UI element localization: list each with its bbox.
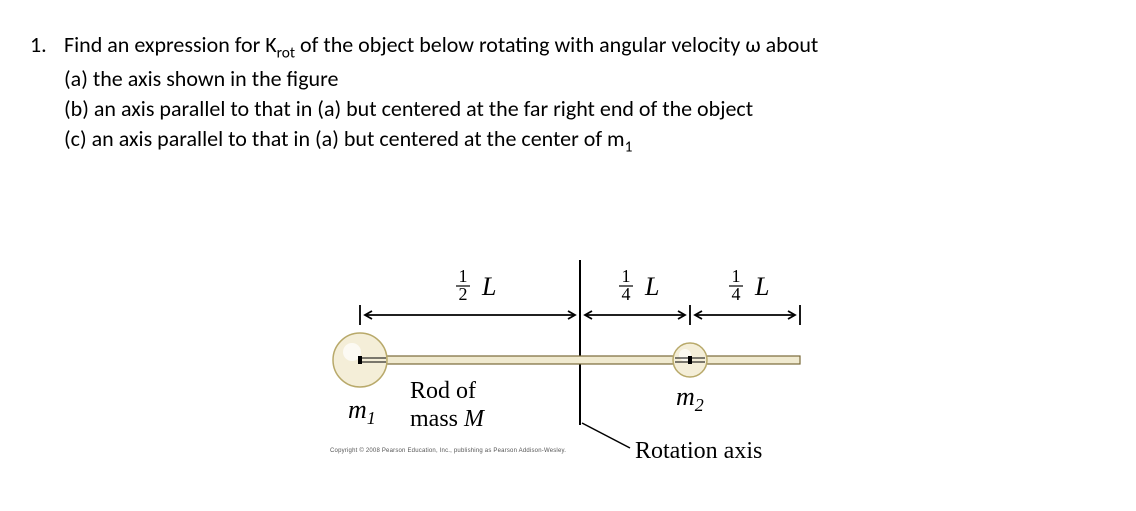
label-m1: m1 — [348, 395, 376, 428]
problem-part-b: (b) an axis parallel to that in (a) but … — [64, 94, 1106, 124]
problem-block: 1. Find an expression for Krot of the ob… — [30, 30, 1106, 158]
label-quarter-L-1: 1 4 L — [619, 266, 659, 304]
problem-body: Find an expression for Krot of the objec… — [64, 30, 1106, 158]
frac-num: 1 — [459, 266, 468, 286]
rod-label-bot: mass M — [410, 406, 486, 432]
problem-part-a: (a) the axis shown in the figure — [64, 64, 1106, 94]
frac-num: 1 — [732, 266, 741, 286]
problem-stem: Find an expression for Krot of the objec… — [64, 30, 1106, 64]
frac-den: 4 — [732, 284, 741, 304]
rotation-axis-pointer — [582, 423, 630, 448]
label-half-L: 1 2 L — [456, 266, 496, 304]
label-quarter-L-2: 1 4 L — [729, 266, 769, 304]
copyright-text: Copyright © 2008 Pearson Education, Inc.… — [330, 448, 566, 454]
rod — [380, 356, 800, 364]
problem-part-c: (c) an axis parallel to that in (a) but … — [64, 124, 1106, 158]
frac-den: 4 — [622, 284, 631, 304]
frac-var: L — [481, 272, 496, 301]
label-m2: m2 — [676, 382, 704, 415]
frac-var: L — [754, 272, 769, 301]
page: 1. Find an expression for Krot of the ob… — [0, 0, 1136, 511]
mass-m2 — [673, 343, 707, 377]
mass-m1 — [333, 333, 387, 387]
rotation-axis-label: Rotation axis — [635, 438, 762, 464]
frac-den: 2 — [459, 284, 468, 304]
problem-number: 1. — [30, 30, 64, 158]
frac-var: L — [644, 272, 659, 301]
frac-num: 1 — [622, 266, 631, 286]
physics-diagram: 1 2 L 1 4 L 1 4 L — [330, 260, 850, 490]
rod-label-top: Rod of — [410, 378, 476, 404]
